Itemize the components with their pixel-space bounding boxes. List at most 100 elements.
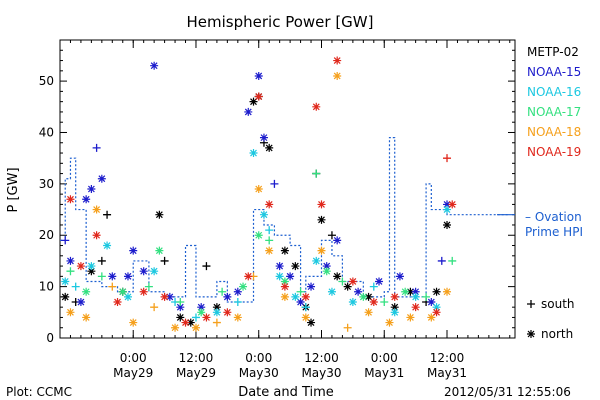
north-point [76,262,85,271]
north-point [348,298,357,307]
y-axis-label: P [GW] [6,167,21,212]
south-point [338,277,347,286]
south-point [437,256,446,265]
south-point [66,267,75,276]
north-point [432,303,441,312]
north-point [139,267,148,276]
north-point [249,97,258,106]
north-point [118,287,127,296]
y-tick-label: 20 [39,228,54,242]
north-point [191,323,200,332]
north-point [150,267,159,276]
north-point [390,292,399,301]
north-point [244,272,253,281]
south-point [61,236,70,245]
north-point [275,262,284,271]
north-point [301,313,310,322]
north-point [411,303,420,312]
north-point [108,272,117,281]
north-point [202,313,211,322]
legend-entry-noaa-15: NOAA-15 [527,65,581,79]
y-axis: 0 10 20 30 40 50 [39,39,515,345]
north-point [155,210,164,219]
south-point [296,287,305,296]
north-point [427,313,436,322]
north-point [254,185,263,193]
north-point [390,303,399,312]
north-point [443,200,452,209]
north-point [123,272,132,281]
north-point [265,200,274,209]
series-noaa-17 [66,169,457,317]
series-noaa-15 [61,61,452,312]
north-point [165,292,174,301]
north-point [82,313,91,322]
x-axis-label: Date and Time [238,385,334,400]
north-point [61,277,70,286]
marker-legend: south north [527,297,575,341]
north-point [66,308,75,317]
series-noaa-19 [66,56,457,327]
south-point [97,256,106,265]
north-point [223,292,232,301]
north-point [171,323,180,332]
north-point [92,205,101,214]
north-point [160,292,169,301]
marker-legend-label-north: north [541,327,573,341]
north-point [155,246,164,255]
north-point [369,298,378,307]
legend-entry-noaa-19: NOAA-19 [527,145,581,159]
north-point [87,262,96,271]
data-points-layer [61,56,457,332]
north-point [395,272,404,281]
north-point [385,318,394,327]
x-tick-label-time: 12:00 [430,351,465,365]
x-tick-label-time: 0:00 [120,351,147,365]
north-point [291,292,300,301]
north-point [197,303,206,312]
north-point [61,292,70,301]
north-point [212,303,221,312]
plot-frame [59,39,516,339]
ovation-legend-line2: Prime HPI [525,225,583,239]
x-tick-label-date: May29 [113,366,153,380]
north-point [254,71,263,80]
north-point [333,272,342,281]
north-point [312,102,321,111]
north-point [223,308,232,317]
north-point [359,292,368,301]
north-point [87,185,96,193]
south-point [212,318,221,327]
plot-source: Plot: CCMC [6,385,72,399]
south-point [265,236,274,245]
north-point [443,205,452,214]
north-point [280,277,289,286]
x-tick-label-date: May29 [176,366,216,380]
north-point [239,282,248,291]
north-point [286,272,295,281]
south-point [265,226,274,235]
north-point [280,282,289,291]
north-point [259,133,268,142]
marker-legend-label-south: south [541,297,575,311]
north-point [427,298,436,307]
x-tick-label-time: 12:00 [179,351,214,365]
north-point [92,231,101,240]
north-point [322,267,331,276]
north-point [375,277,384,286]
south-point [176,298,185,307]
south-point [160,256,169,265]
south-point [380,298,389,307]
north-point [390,308,399,317]
north-point [76,298,85,307]
north-point [406,287,415,296]
north-point [254,231,263,240]
plot-timestamp: 2012/05/31 12:55:06 [444,385,571,399]
south-point [150,303,159,312]
north-point [82,287,91,296]
north-point [291,262,300,271]
y-tick-label: 40 [39,125,54,139]
legend-entry-metp-02: METP-02 [527,45,579,59]
north-point [317,200,326,209]
